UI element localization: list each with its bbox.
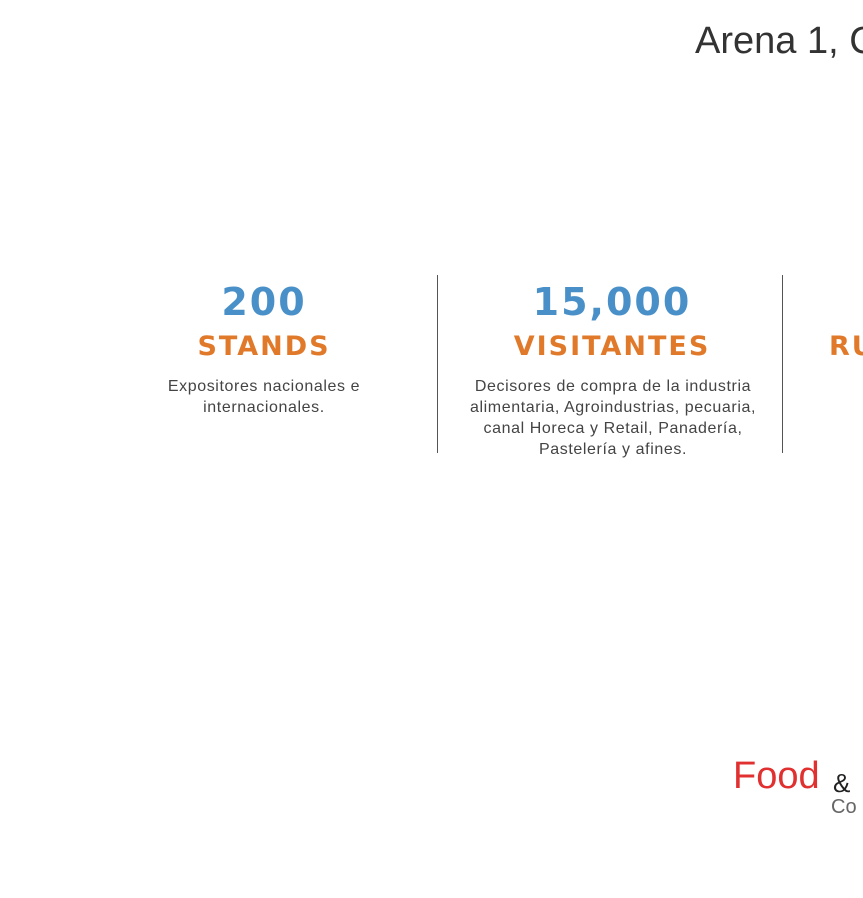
stat-description: Expositores nacionales e internacionales… — [167, 378, 361, 416]
stat-number: 15,000 — [532, 280, 692, 324]
stat-label: VISITANTES — [513, 331, 711, 362]
stat-number: 200 — [221, 280, 307, 324]
logo-text: Food — [733, 755, 820, 797]
logo-amp: & — [833, 768, 851, 798]
stat-label: STANDS — [197, 331, 331, 362]
stat-description: Decisores de compra de la industria alim… — [469, 378, 757, 458]
divider — [782, 275, 783, 453]
stat-label: RU — [829, 331, 863, 362]
title: Arena 1, C — [695, 20, 863, 62]
divider — [437, 275, 438, 453]
logo-subtext: Co — [831, 796, 857, 818]
